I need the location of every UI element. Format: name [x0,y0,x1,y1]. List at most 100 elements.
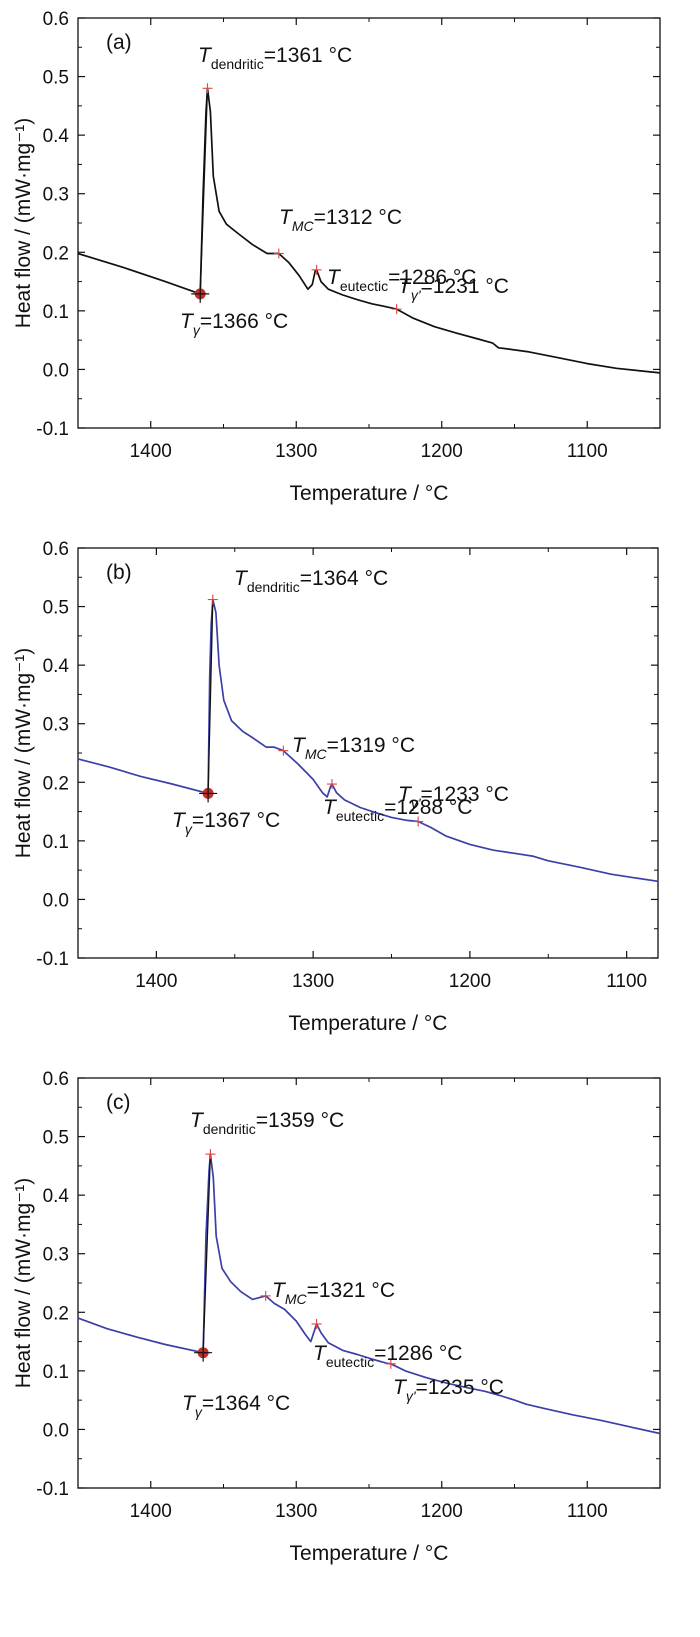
temp-subscript: eutectic [326,1354,374,1370]
y-tick-label: 0.6 [43,1069,69,1090]
temp-subscript: γ [193,322,201,338]
x-tick-label: 1300 [275,1501,317,1522]
onset-segment [207,599,214,794]
y-tick-label: 0.2 [43,1303,69,1324]
temp-symbol: T [172,809,187,832]
temp-value: =1231 °C [421,275,509,298]
y-axis-title: Heat flow / (mW·mg⁻¹) [12,648,35,859]
temp-value: =1364 °C [300,567,388,590]
temp-subscript: MC [305,746,328,762]
temp-value: =1233 °C [421,783,509,806]
temp-value: =1319 °C [327,734,415,757]
y-tick-label: 0.4 [43,656,70,677]
temp-label-mc: TMC=1319 °C [292,734,415,762]
x-axis-title: Temperature / °C [289,1012,448,1035]
temp-label-dendritic: Tdendritic=1359 °C [190,1109,344,1137]
y-axis-title: Heat flow / (mW·mg⁻¹) [12,1178,35,1389]
x-tick-label: 1200 [421,441,463,462]
x-tick-label: 1400 [135,971,177,992]
temp-value: =1367 °C [192,809,280,832]
y-tick-label: 0.6 [43,539,69,560]
temp-symbol: T [398,783,413,806]
temp-symbol: T [327,266,342,289]
temp-symbol: T [180,310,195,333]
temp-value: =1359 °C [256,1109,344,1132]
panel-a: -0.1 0.0 0.1 0.2 0.3 0.4 0.5 0.6 1400 1300 1200 110… [12,9,661,505]
temp-symbol: T [198,44,213,67]
panel-label: (a) [106,31,132,54]
x-tick-label: 1100 [606,971,647,992]
x-tick-label: 1400 [130,1501,172,1522]
temp-value: =1235 °C [416,1376,504,1399]
temp-value: =1312 °C [314,206,402,229]
temp-label-eutectic: Teutectic=1286 °C [313,1342,462,1370]
temp-subscript: dendritic [211,56,264,72]
panel-label: (c) [106,1091,131,1114]
temp-label-eutectic: Teutectic=1288 °C [323,796,472,824]
y-tick-label: 0.1 [43,832,69,853]
temp-value: =1286 °C [388,266,476,289]
y-tick-label: 0.2 [43,773,69,794]
temp-label-mc: TMC=1321 °C [272,1279,395,1307]
temp-subscript: γ' [411,287,422,303]
temp-subscript: dendritic [247,579,300,595]
temp-value: =1366 °C [200,310,288,333]
y-tick-label: -0.1 [36,949,69,970]
y-axis-title: Heat flow / (mW·mg⁻¹) [12,118,35,329]
temp-symbol: T [393,1376,408,1399]
x-axis-title: Temperature / °C [290,482,449,505]
temp-symbol: T [182,1392,197,1415]
y-tick-label: 0.3 [43,1245,69,1266]
temp-value: =1286 °C [374,1342,462,1365]
temp-subscript: MC [292,218,315,234]
temp-label-gamma: Tγ=1366 °C [180,310,288,338]
temp-value: =1288 °C [384,796,472,819]
onset-segment [202,1154,212,1353]
temp-label-dendritic: Tdendritic=1361 °C [198,44,352,72]
temp-label-gprime: Tγ'=1231 °C [398,275,509,303]
panel-label: (b) [106,561,132,584]
y-tick-label: 0.5 [43,68,69,89]
panel-b: -0.1 0.0 0.1 0.2 0.3 0.4 0.5 0.6 1400 1300 1200 110… [12,539,659,1035]
y-tick-label: 0.0 [43,1420,69,1441]
temp-label-gamma: Tγ=1364 °C [182,1392,290,1420]
temp-symbol: T [190,1109,205,1132]
y-tick-label: 0.2 [43,243,69,264]
temp-subscript: γ' [406,1388,417,1404]
temp-symbol: T [323,796,338,819]
temp-value: =1321 °C [307,1279,395,1302]
temp-subscript: γ' [411,795,422,811]
y-tick-label: 0.3 [43,185,69,206]
y-tick-label: -0.1 [36,1479,69,1500]
panel-c: -0.1 0.0 0.1 0.2 0.3 0.4 0.5 0.6 1400 1300 1200 110… [12,1069,661,1565]
x-tick-label: 1400 [130,441,172,462]
temp-label-mc: TMC=1312 °C [279,206,402,234]
temp-subscript: dendritic [203,1121,256,1137]
y-tick-label: 0.0 [43,360,69,381]
temp-label-eutectic: Teutectic=1286 °C [327,266,476,294]
temp-symbol: T [398,275,413,298]
y-tick-label: 0.1 [43,302,69,323]
temp-subscript: eutectic [336,808,384,824]
temp-label-gamma: Tγ=1367 °C [172,809,280,837]
temp-symbol: T [313,1342,328,1365]
x-tick-label: 1300 [292,971,334,992]
y-tick-label: 0.5 [43,1128,69,1149]
temp-symbol: T [272,1279,287,1302]
x-tick-label: 1200 [421,1501,463,1522]
temp-subscript: γ [195,1404,203,1420]
onset-segment [199,88,209,294]
x-tick-label: 1100 [567,441,608,462]
temp-subscript: eutectic [340,278,388,294]
temp-symbol: T [292,734,307,757]
y-tick-label: 0.5 [43,598,69,619]
y-tick-label: -0.1 [36,419,69,440]
x-tick-label: 1200 [449,971,491,992]
heat-flow-line [77,87,661,374]
y-tick-label: 0.3 [43,715,69,736]
temp-subscript: MC [285,1291,308,1307]
x-axis-title: Temperature / °C [290,1542,449,1565]
temp-label-gprime: Tγ'=1233 °C [398,783,509,811]
y-tick-label: 0.0 [43,890,69,911]
